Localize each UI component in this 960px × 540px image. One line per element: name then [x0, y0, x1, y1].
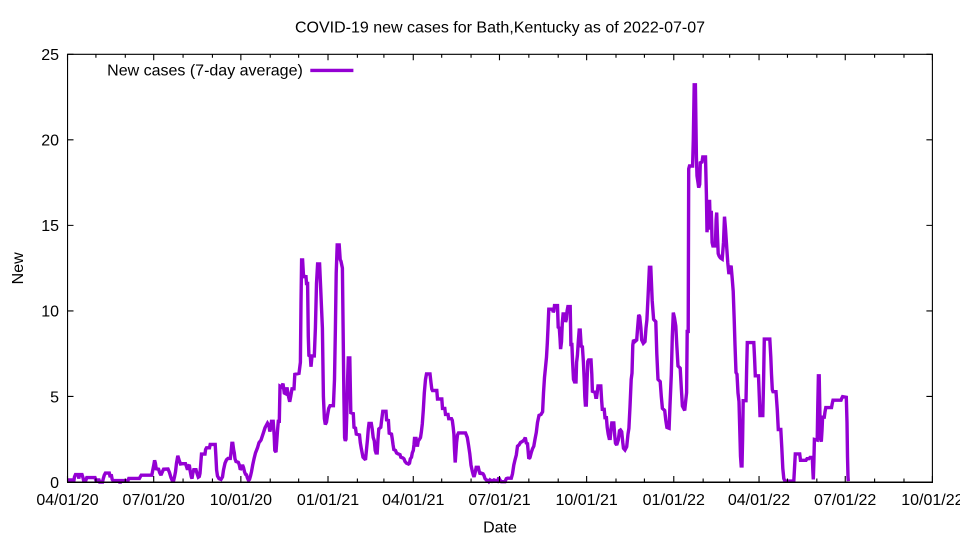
svg-text:5: 5 — [50, 389, 59, 406]
svg-text:10/01/22: 10/01/22 — [901, 492, 960, 509]
svg-text:10/01/20: 10/01/20 — [210, 492, 272, 509]
svg-text:04/01/22: 04/01/22 — [728, 492, 790, 509]
svg-text:Date: Date — [483, 520, 517, 537]
svg-text:07/01/20: 07/01/20 — [123, 492, 185, 509]
svg-text:07/01/22: 07/01/22 — [814, 492, 876, 509]
svg-text:New cases (7-day average): New cases (7-day average) — [107, 63, 303, 80]
svg-text:04/01/21: 04/01/21 — [382, 492, 444, 509]
svg-text:New: New — [10, 252, 27, 284]
svg-text:10: 10 — [41, 304, 59, 321]
svg-text:01/01/21: 01/01/21 — [297, 492, 359, 509]
svg-text:15: 15 — [41, 218, 59, 235]
svg-text:10/01/21: 10/01/21 — [555, 492, 617, 509]
svg-text:COVID-19 new cases for Bath,Ke: COVID-19 new cases for Bath,Kentucky as … — [295, 20, 705, 37]
svg-text:07/01/21: 07/01/21 — [468, 492, 530, 509]
svg-text:0: 0 — [50, 475, 59, 492]
svg-text:25: 25 — [41, 47, 59, 64]
svg-text:04/01/20: 04/01/20 — [36, 492, 98, 509]
svg-text:20: 20 — [41, 133, 59, 150]
svg-text:01/01/22: 01/01/22 — [643, 492, 705, 509]
